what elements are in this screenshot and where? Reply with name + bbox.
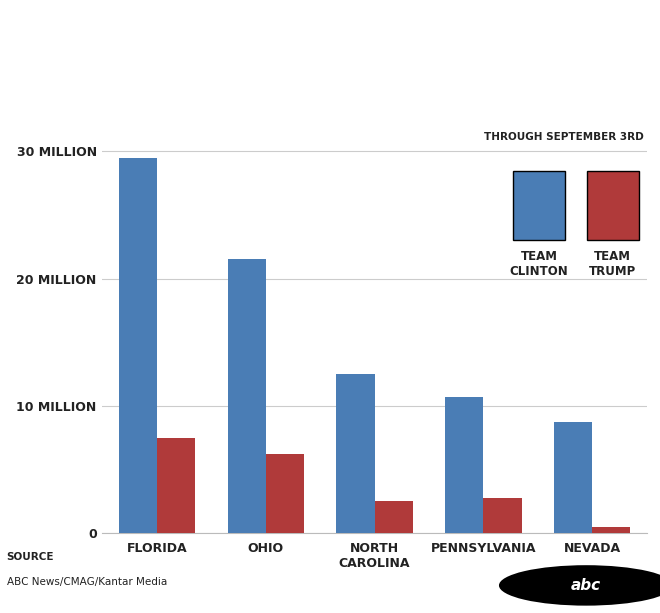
Bar [337,374,375,533]
Text: FIVE MOST EXPENSIVE BATTLEGROUND: FIVE MOST EXPENSIVE BATTLEGROUND [38,21,622,48]
Text: SOURCE: SOURCE [7,552,54,562]
Bar [554,422,593,533]
Circle shape [499,565,660,606]
Text: TEAM
CLINTON: TEAM CLINTON [510,250,568,278]
Bar [483,498,521,533]
Text: NEWS: NEWS [607,578,660,596]
Text: TEAM
TRUMP: TEAM TRUMP [589,250,636,278]
Bar [228,259,265,533]
FancyBboxPatch shape [587,170,639,240]
Text: ABC News/CMAG/Kantar Media: ABC News/CMAG/Kantar Media [7,576,167,587]
Text: abc: abc [571,578,601,593]
Bar [446,397,483,533]
Bar [374,501,412,533]
Bar [593,527,630,533]
FancyBboxPatch shape [513,170,565,240]
Text: STATES FOR TELEVISION AD SPENDING: STATES FOR TELEVISION AD SPENDING [42,77,618,103]
Bar [265,454,304,533]
Bar [119,158,157,533]
Text: THROUGH SEPTEMBER 3RD: THROUGH SEPTEMBER 3RD [484,132,644,142]
Bar [157,438,195,533]
